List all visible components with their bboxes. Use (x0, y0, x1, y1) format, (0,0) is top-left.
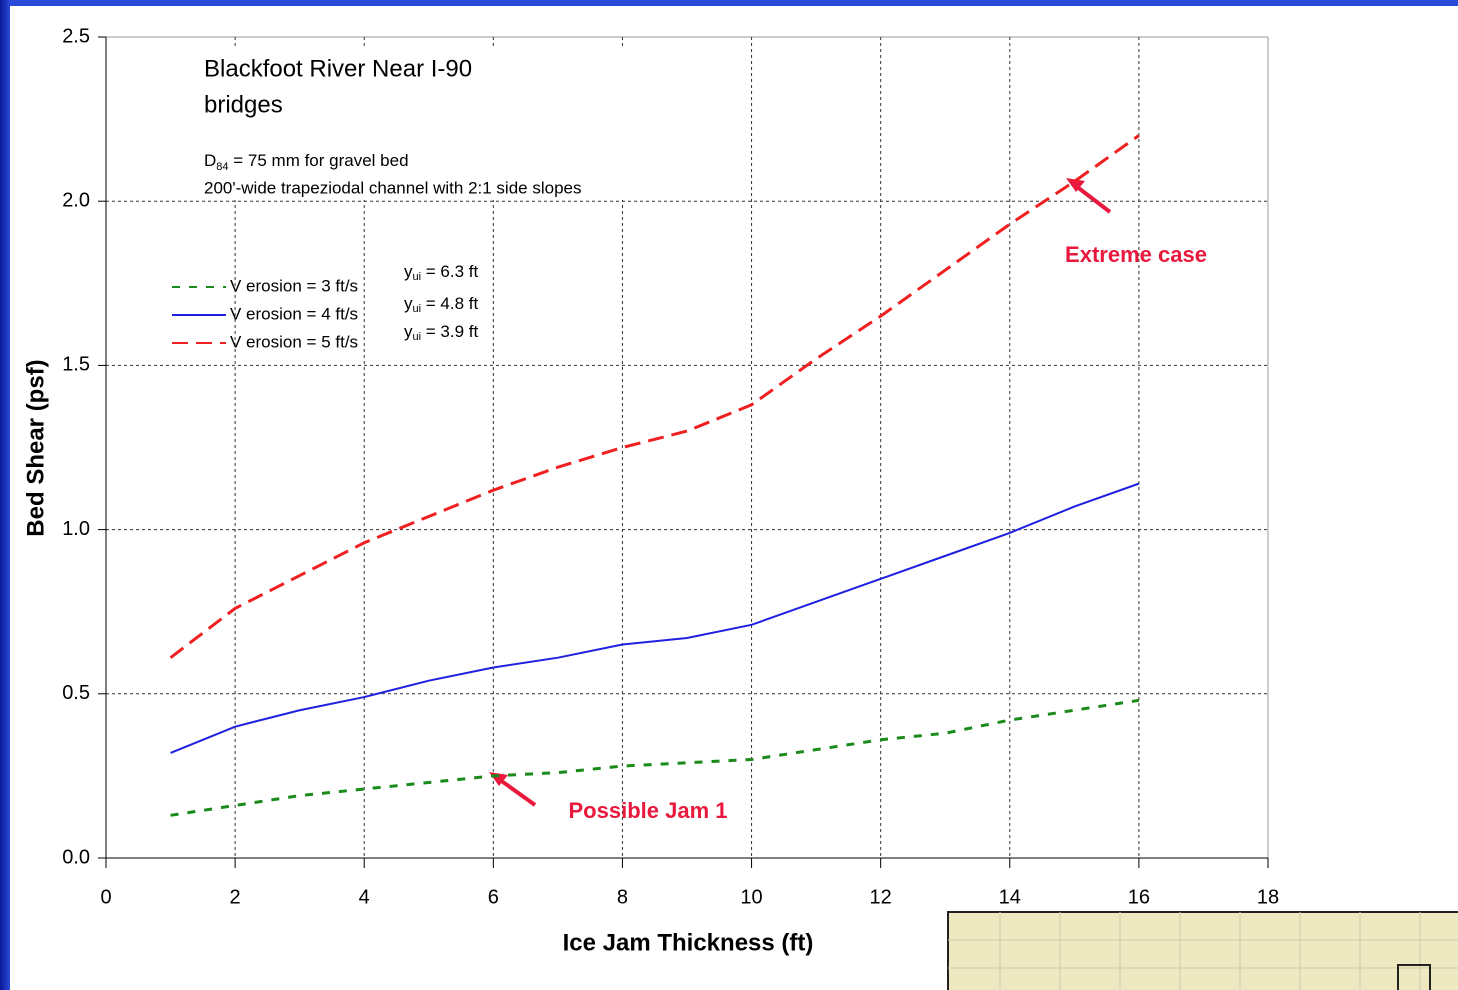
series-line (170, 482, 1140, 754)
legend-note-subscript: ui (413, 271, 422, 283)
arrow-head (1066, 178, 1085, 192)
x-tick-label: 14 (999, 886, 1021, 908)
legend-note-text: = 3.9 ft (421, 322, 478, 341)
y-axis-label: Bed Shear (psf) (22, 359, 49, 536)
legend-label: V erosion = 5 ft/s (230, 332, 358, 351)
x-tick-label: 2 (230, 886, 241, 908)
y-tick-label: 2.5 (62, 25, 90, 47)
annotation: Possible Jam 1 (569, 798, 728, 823)
y-tick-label: 0.0 (62, 846, 90, 868)
legend-note: yui = 6.3 ft (404, 262, 479, 282)
x-tick-label: 6 (488, 886, 499, 908)
annotation: Extreme case (1065, 242, 1207, 267)
x-tick-label: 10 (740, 886, 762, 908)
y-tick-label: 2.0 (62, 189, 90, 211)
legend-note: yui = 4.8 ft (404, 294, 479, 314)
x-axis-label: Ice Jam Thickness (ft) (563, 929, 814, 956)
legend-note-symbol: y (404, 262, 413, 281)
y-tick-label: 1.0 (62, 518, 90, 540)
x-tick-label: 16 (1128, 886, 1150, 908)
note: 200'-wide trapeziodal channel with 2:1 s… (204, 178, 581, 197)
y-tick-label: 0.5 (62, 682, 90, 704)
legend-note-text: = 6.3 ft (421, 262, 478, 281)
legend-note: yui = 3.9 ft (404, 322, 479, 342)
note-background (196, 46, 636, 200)
x-tick-label: 4 (359, 886, 370, 908)
x-tick-label: 18 (1257, 886, 1279, 908)
y-tick-label: 1.5 (62, 354, 90, 376)
note-symbol: D (204, 151, 216, 170)
x-tick-label: 8 (617, 886, 628, 908)
legend-label: V erosion = 3 ft/s (230, 276, 358, 295)
legend-label: V erosion = 4 ft/s (230, 304, 358, 323)
legend-note-subscript: ui (413, 331, 422, 343)
legend-note-text: = 4.8 ft (421, 294, 478, 313)
note-text: = 75 mm for gravel bed (229, 151, 409, 170)
legend-note-symbol: y (404, 322, 413, 341)
inset-photo (947, 911, 1458, 990)
x-tick-label: 0 (100, 886, 111, 908)
chart-title: bridges (204, 91, 283, 118)
note-subscript: 84 (216, 161, 228, 173)
note: D84 = 75 mm for gravel bed (204, 151, 409, 172)
legend-note-symbol: y (404, 294, 413, 313)
series-line (169, 134, 1140, 659)
chart-title: Blackfoot River Near I-90 (204, 55, 472, 82)
legend-note-subscript: ui (413, 303, 422, 315)
x-tick-label: 12 (870, 886, 892, 908)
